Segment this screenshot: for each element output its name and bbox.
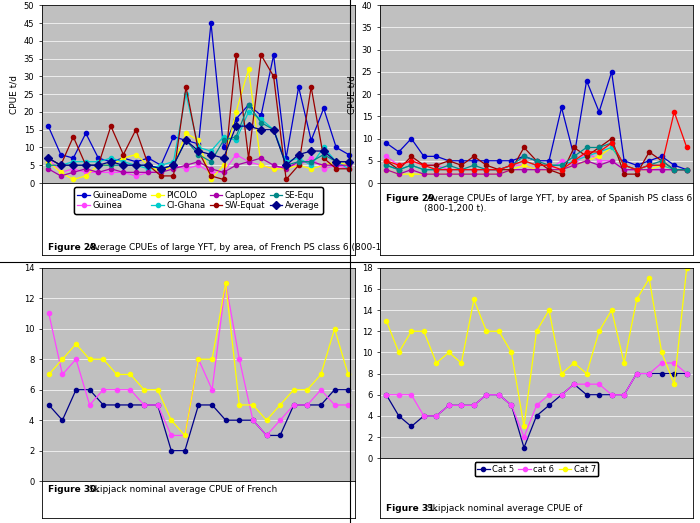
Y-axis label: CPUE t/d: CPUE t/d: [9, 75, 18, 113]
Text: Average CPUEs of large YFT, by area, of French PS class 6 (800-1,200 t).: Average CPUEs of large YFT, by area, of …: [86, 243, 414, 252]
X-axis label: Year: Year: [189, 215, 208, 224]
Legend: Cat 5, cat 6, Cat 7: Cat 5, cat 6, Cat 7: [475, 462, 598, 476]
Legend: GuineaDome, Guinea, PICOLO, CI-Ghana, CapLopez, SW-Equat, SE-Equ, Average: GuineaDome, Guinea, PICOLO, CI-Ghana, Ca…: [74, 187, 323, 213]
Text: Average CPUEs of large YFT, by area, of Spanish PS class 6 (800-1,200 t).: Average CPUEs of large YFT, by area, of …: [424, 194, 692, 213]
Text: Skipjack nominal average CPUE of French: Skipjack nominal average CPUE of French: [86, 485, 277, 494]
X-axis label: Year: Year: [527, 215, 546, 224]
Text: Figure 30.: Figure 30.: [48, 485, 100, 494]
Text: Figure 31.: Figure 31.: [386, 504, 438, 513]
Text: Skipjack nominal average CPUE of: Skipjack nominal average CPUE of: [424, 504, 582, 513]
Y-axis label: CPUE t/d: CPUE t/d: [347, 75, 356, 113]
Text: Figure 29.: Figure 29.: [386, 194, 438, 203]
Text: Figure 28.: Figure 28.: [48, 243, 100, 252]
